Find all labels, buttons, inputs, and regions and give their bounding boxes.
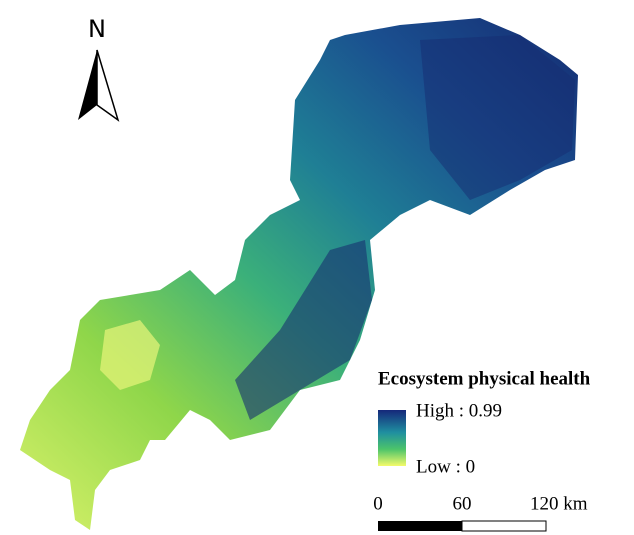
page: N Ecosystem physical health High : 0.99 … — [0, 0, 634, 535]
legend-ramp — [378, 410, 406, 466]
north-label: N — [88, 15, 106, 43]
scale-label: 120 km — [530, 493, 588, 514]
legend-low: Low : 0 — [416, 456, 475, 477]
map: N Ecosystem physical health High : 0.99 … — [0, 0, 634, 535]
scale-bar-segment — [462, 521, 546, 531]
scale-label: 60 — [453, 493, 472, 514]
legend-title: Ecosystem physical health — [378, 368, 591, 389]
scale-label: 0 — [373, 493, 383, 514]
scale-bar-segment — [378, 521, 462, 531]
north-arrow — [97, 50, 118, 120]
north-arrow — [78, 50, 97, 120]
legend-high: High : 0.99 — [416, 400, 502, 421]
